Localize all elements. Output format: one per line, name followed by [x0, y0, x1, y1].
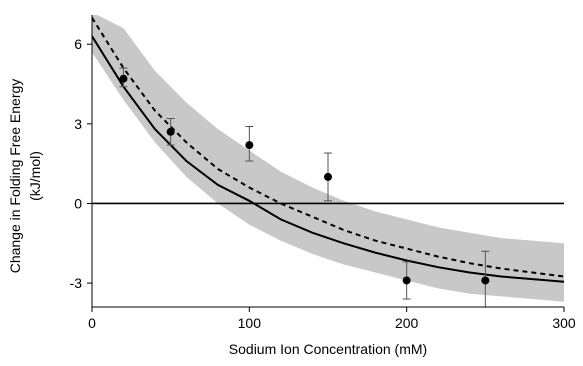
data-point-3 [245, 141, 254, 150]
data-point-5 [402, 276, 411, 285]
y-tick-label: -3 [70, 275, 83, 291]
y-tick-label: 6 [74, 36, 82, 52]
data-point-6 [481, 276, 490, 285]
data-point-1 [119, 74, 128, 83]
data-point-4 [324, 172, 332, 181]
x-tick-label: 100 [238, 315, 262, 331]
x-tick-label: 300 [552, 315, 576, 331]
y-axis-label-line1: Change in Folding Free Energy [7, 79, 23, 274]
y-tick-label: 0 [74, 195, 82, 211]
x-axis-label: Sodium Ion Concentration (mM) [229, 341, 427, 357]
data-point-2 [166, 127, 175, 136]
confidence-band [92, 15, 564, 302]
y-tick-label: 3 [74, 116, 82, 132]
y-axis-label-line2: (kJ/mol) [27, 151, 43, 201]
x-tick-label: 200 [395, 315, 419, 331]
x-tick-label: 0 [88, 315, 96, 331]
